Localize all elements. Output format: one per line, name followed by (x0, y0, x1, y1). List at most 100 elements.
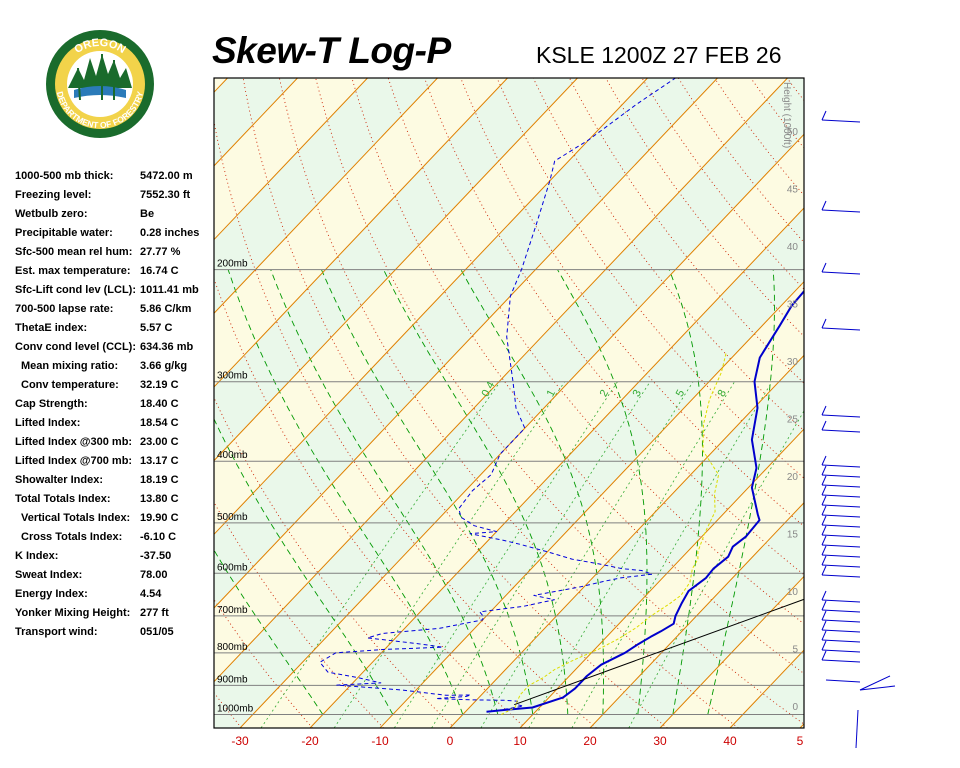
index-value: 13.80 C (140, 493, 179, 505)
dry-adiabat (214, 691, 242, 728)
index-label: Precipitable water: (15, 227, 113, 239)
index-value: 18.19 C (140, 474, 179, 486)
wind-barb (825, 679, 861, 683)
index-value: 78.00 (140, 569, 168, 581)
isotherm (214, 78, 438, 314)
index-label: Showalter Index: (15, 474, 104, 486)
wind-barb (821, 209, 861, 213)
dry-adiabat (214, 277, 526, 728)
index-label: Yonker Mixing Height: (15, 607, 131, 619)
index-value: 16.74 C (140, 265, 179, 277)
wind-barbs (821, 110, 896, 749)
index-row: Lifted Index @300 mb: 23.00 C (15, 434, 215, 453)
plot-area (0, 78, 960, 728)
height-tick-label: 45 (787, 185, 799, 196)
mixing-ratio-label: 5 (674, 388, 687, 399)
wind-barb-flag (821, 420, 827, 431)
station-time-label: KSLE 1200Z 27 FEB 26 (536, 42, 782, 68)
wind-barb (821, 474, 861, 478)
height-tick-label: 10 (787, 587, 799, 598)
index-row: Precipitable water: 0.28 inches (15, 225, 215, 244)
dry-adiabat (278, 78, 739, 728)
wind-barb (821, 494, 861, 498)
logo-text-top: OREGON (72, 37, 127, 56)
dry-adiabat (0, 78, 171, 728)
wind-barb-flag (821, 565, 827, 576)
index-value: 277 ft (140, 607, 169, 619)
wind-barb-flag (821, 620, 827, 631)
x-tick-label: -30 (231, 734, 249, 748)
isotherm (589, 502, 804, 728)
index-row: Sfc-Lift cond lev (LCL): 1011.41 mb (15, 282, 215, 301)
index-row: Freezing level: 7552.30 ft (15, 187, 215, 206)
index-label: Est. max temperature: (15, 265, 131, 277)
isotherm (870, 78, 960, 728)
wind-barb-flag (821, 455, 827, 466)
index-value: 23.00 C (140, 436, 179, 448)
env_lapse_line-line (514, 598, 804, 706)
wind-barb (821, 414, 861, 418)
wind-barb-flag (821, 600, 827, 611)
index-label: ThetaE index: (15, 322, 88, 334)
wind-barb (821, 659, 861, 663)
x-tick-label: -20 (301, 734, 319, 748)
isotherm (0, 78, 158, 728)
index-value: 18.40 C (140, 398, 179, 410)
wind-barb (821, 327, 861, 331)
wind-barb (821, 429, 861, 433)
index-value: 27.77 % (140, 246, 181, 258)
wind-barb (821, 599, 861, 603)
index-value: 5.86 C/km (140, 303, 192, 315)
index-row: Transport wind: 051/05 (15, 624, 215, 643)
isotherm (214, 78, 578, 462)
plot-frame (213, 77, 805, 729)
pressure-label: 700mb (217, 605, 248, 616)
pressure-label: 900mb (217, 674, 248, 685)
index-row: Yonker Mixing Height: 277 ft (15, 605, 215, 624)
moist-adiabat (214, 417, 394, 715)
index-label: Sfc-Lift cond lev (LCL): (15, 284, 136, 296)
x-tick-label: 0 (447, 734, 454, 748)
index-value: 0.28 inches (140, 227, 200, 239)
index-value: 4.54 (140, 588, 162, 600)
wind-barb-flag (821, 505, 827, 516)
index-row: Est. max temperature: 16.74 C (15, 263, 215, 282)
mixing-ratio-label: 2 (598, 388, 611, 399)
index-label: Vertical Totals Index: (21, 512, 131, 524)
index-label: Transport wind: (15, 626, 98, 638)
index-value: -37.50 (140, 550, 172, 562)
pressure-label: 800mb (217, 642, 248, 653)
pressure-label: 400mb (217, 450, 248, 461)
wind-barb (821, 574, 861, 578)
index-label: Conv cond level (CCL): (15, 341, 137, 353)
height-tick-label: 20 (787, 472, 799, 483)
index-label: Lifted Index @700 mb: (15, 455, 133, 467)
index-label: 700-500 lapse rate: (15, 303, 114, 315)
index-row: Energy Index: 4.54 (15, 586, 215, 605)
dry-adiabat (460, 78, 804, 527)
pressure-label: 500mb (217, 512, 248, 523)
mixing-ratio-line (628, 410, 804, 728)
index-row: 1000-500 mb thick: 5472.00 m (15, 168, 215, 187)
mixing-ratio-label: 3 (631, 388, 644, 399)
index-value: 051/05 (140, 626, 174, 638)
wind-barb-flag (821, 262, 827, 273)
index-label: Sfc-500 mean rel hum: (15, 246, 133, 258)
wind-barb-flag (821, 110, 827, 121)
dry-adiabat (569, 78, 804, 384)
mixing-ratio-label: 1 (545, 388, 558, 399)
index-row: Conv temperature: 32.19 C (15, 377, 215, 396)
wind-barb (821, 609, 861, 613)
index-value: 3.66 g/kg (140, 360, 188, 372)
index-label: Cap Strength: (15, 398, 88, 410)
isotherm (309, 207, 804, 728)
isotherm (659, 575, 804, 728)
index-row: Conv cond level (CCL): 634.36 mb (15, 339, 215, 358)
wind-barb (821, 564, 861, 568)
mixing-ratio-line (393, 381, 618, 728)
index-label: Lifted Index: (15, 417, 81, 429)
wind-barb (821, 544, 861, 548)
temperature-line (486, 289, 804, 713)
wind-barb (821, 119, 861, 123)
index-row: Total Totals Index: 13.80 C (15, 491, 215, 510)
